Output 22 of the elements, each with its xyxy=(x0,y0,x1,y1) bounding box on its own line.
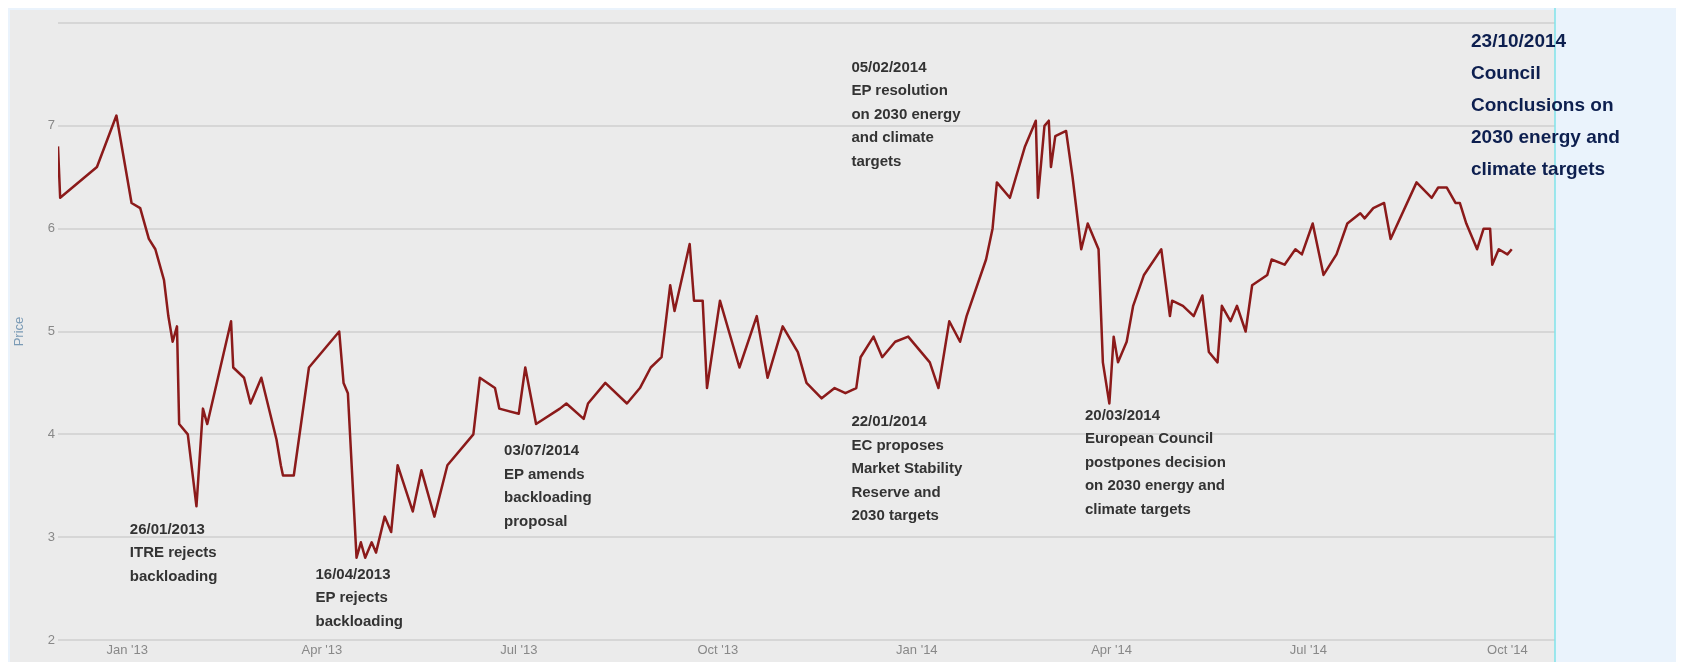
annotation: 03/07/2014 EP amends backloading proposal xyxy=(504,441,592,529)
x-tick-label: Jan '14 xyxy=(896,642,938,658)
y-tick-label: 7 xyxy=(47,117,55,133)
x-tick-label: Apr '14 xyxy=(1091,642,1132,658)
y-tick-label: 6 xyxy=(47,220,55,236)
x-tick-label: Apr '13 xyxy=(301,642,343,658)
y-tick-label: 4 xyxy=(47,425,55,441)
y-axis-title: Price xyxy=(11,316,27,347)
ref-line-label: 23/10/2014 Council Conclusions on 2030 energy and climate targets xyxy=(1471,29,1620,179)
annotation: 05/02/2014 EP resolution on 2030 energy and climate targets xyxy=(851,57,962,169)
annotation: 16/04/2013 EP rejects backloading xyxy=(315,564,404,629)
x-tick-label: Jul '14 xyxy=(1289,642,1327,658)
x-tick-label: Oct '13 xyxy=(697,642,739,658)
y-tick-label: 3 xyxy=(47,528,55,544)
x-tick-label: Jan '13 xyxy=(106,642,148,658)
annotation: 22/01/2014 EC proposes Market Stability Reserve and 2030 targets xyxy=(851,412,963,524)
x-tick-label: Oct '14 xyxy=(1487,642,1528,658)
y-tick-label: 5 xyxy=(47,323,55,339)
annotation: 20/03/2014 European Council postpones decision on 2030 energy and climate targets xyxy=(1084,405,1226,517)
x-tick-label: Jul '13 xyxy=(500,642,538,658)
y-tick-label: 2 xyxy=(47,631,55,647)
annotation: 26/01/2013 ITRE rejects backloading xyxy=(129,519,218,584)
